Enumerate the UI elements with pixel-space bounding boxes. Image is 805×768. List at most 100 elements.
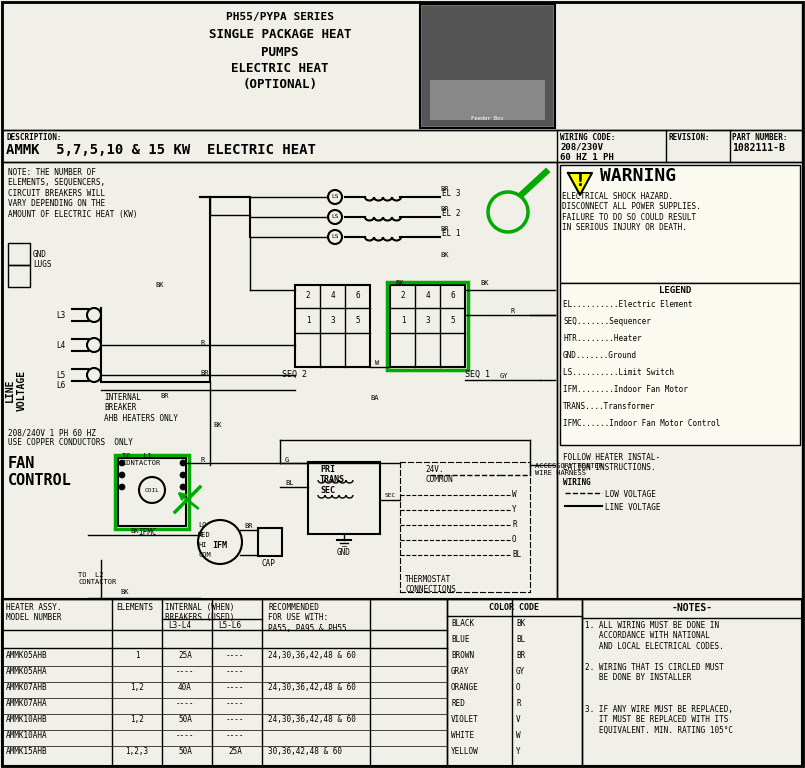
Text: 208/230V
60 HZ 1 PH: 208/230V 60 HZ 1 PH: [560, 143, 613, 162]
Text: 24V.
COMMON: 24V. COMMON: [425, 465, 452, 485]
Text: IFMC: IFMC: [138, 528, 156, 537]
Bar: [115, 455, 189, 529]
Text: 3: 3: [331, 316, 336, 325]
Text: 25A: 25A: [178, 651, 192, 660]
Text: 25A: 25A: [228, 747, 242, 756]
Text: BK: BK: [480, 280, 489, 286]
Bar: [2, 162, 557, 599]
Text: Y: Y: [512, 505, 517, 514]
Text: 1082111-B: 1082111-B: [732, 143, 785, 153]
Text: BK: BK: [130, 528, 138, 534]
Text: SEQ 1: SEQ 1: [465, 370, 490, 379]
Text: 24,30,36,42,48 & 60: 24,30,36,42,48 & 60: [268, 683, 356, 692]
Text: SINGLE PACKAGE HEAT: SINGLE PACKAGE HEAT: [208, 28, 351, 41]
Text: BK: BK: [516, 619, 525, 628]
Text: 6: 6: [451, 291, 456, 300]
Text: EL 3: EL 3: [442, 190, 460, 198]
Text: INTERNAL (WHEN)
BREAKERS (USED): INTERNAL (WHEN) BREAKERS (USED): [165, 603, 234, 622]
Text: PUMPS: PUMPS: [262, 46, 299, 59]
Text: LO: LO: [198, 522, 207, 528]
Text: BL: BL: [512, 550, 522, 559]
Text: RED: RED: [451, 699, 464, 708]
Bar: [582, 599, 802, 766]
Circle shape: [180, 460, 186, 466]
Text: W: W: [516, 731, 521, 740]
Circle shape: [180, 484, 186, 490]
Text: BL: BL: [285, 480, 294, 486]
Text: GRAY: GRAY: [451, 667, 469, 676]
Text: ----: ----: [225, 667, 244, 676]
Text: RECOMMENDED
FOR USE WITH:
PA55, PA95 & PH55: RECOMMENDED FOR USE WITH: PA55, PA95 & P…: [268, 603, 347, 633]
Bar: [422, 6, 553, 126]
Text: BLACK: BLACK: [451, 619, 474, 628]
Text: ORANGE: ORANGE: [451, 683, 479, 692]
Text: BR: BR: [160, 393, 168, 399]
Text: IFM........Indoor Fan Motor: IFM........Indoor Fan Motor: [563, 385, 688, 394]
Text: O: O: [512, 535, 517, 544]
Text: ELEMENTS: ELEMENTS: [116, 603, 153, 612]
Text: -NOTES-: -NOTES-: [671, 603, 712, 613]
Text: BR: BR: [441, 226, 449, 232]
Text: BR: BR: [441, 206, 449, 212]
Text: LS..........Limit Switch: LS..........Limit Switch: [563, 368, 674, 377]
Text: GY: GY: [500, 373, 509, 379]
Bar: [430, 80, 545, 120]
Text: GND: GND: [337, 548, 351, 557]
Text: SEQ.......Sequencer: SEQ.......Sequencer: [563, 317, 651, 326]
Bar: [390, 285, 465, 367]
Text: AMMK  5,7,5,10 & 15 KW  ELECTRIC HEAT: AMMK 5,7,5,10 & 15 KW ELECTRIC HEAT: [6, 143, 316, 157]
Text: ----: ----: [225, 715, 244, 724]
Text: VIOLET: VIOLET: [451, 715, 479, 724]
Text: HTR........Heater: HTR........Heater: [563, 334, 642, 343]
Text: Y: Y: [516, 747, 521, 756]
Text: IFMC......Indoor Fan Motor Control: IFMC......Indoor Fan Motor Control: [563, 419, 720, 428]
Text: R: R: [512, 520, 517, 529]
Bar: [560, 283, 800, 445]
Text: ----: ----: [175, 731, 194, 740]
Text: (OPTIONAL): (OPTIONAL): [242, 78, 317, 91]
Text: THERMOSTAT
CONNECTIONS: THERMOSTAT CONNECTIONS: [405, 575, 456, 594]
Bar: [560, 165, 800, 283]
Bar: [8, 243, 30, 265]
Bar: [420, 4, 555, 128]
Text: BL: BL: [516, 635, 525, 644]
Text: GND
LUGS: GND LUGS: [33, 250, 52, 270]
Text: GY: GY: [516, 667, 525, 676]
Text: AMMK15AHB: AMMK15AHB: [6, 747, 47, 756]
Text: INTERNAL
BREAKER
AHB HEATERS ONLY: INTERNAL BREAKER AHB HEATERS ONLY: [104, 393, 178, 423]
Text: GND.......Ground: GND.......Ground: [563, 351, 637, 360]
Text: R: R: [516, 699, 521, 708]
Text: ELECTRICAL SHOCK HAZARD.
DISCONNECT ALL POWER SUPPLIES.
FAILURE TO DO SO COULD R: ELECTRICAL SHOCK HAZARD. DISCONNECT ALL …: [562, 192, 700, 232]
Text: 1. ALL WIRING MUST BE DONE IN
   ACCORDANCE WITH NATIONAL
   AND LOCAL ELECTRICA: 1. ALL WIRING MUST BE DONE IN ACCORDANCE…: [585, 621, 724, 650]
Text: 1,2,3: 1,2,3: [126, 747, 149, 756]
Text: !: !: [576, 174, 584, 188]
Text: COM: COM: [198, 552, 211, 558]
Text: TRANS....Transformer: TRANS....Transformer: [563, 402, 655, 411]
Text: AMMK07AHB: AMMK07AHB: [6, 683, 47, 692]
Text: COLOR CODE: COLOR CODE: [489, 603, 539, 612]
Text: 4: 4: [426, 291, 431, 300]
Text: SEC: SEC: [385, 493, 396, 498]
Circle shape: [119, 460, 125, 466]
Text: BK: BK: [395, 280, 403, 286]
Text: ----: ----: [225, 683, 244, 692]
Text: FOLLOW HEATER INSTAL-
LATION INSTRUCTIONS.: FOLLOW HEATER INSTAL- LATION INSTRUCTION…: [563, 453, 660, 472]
Text: WARNING: WARNING: [600, 167, 676, 185]
Text: 50A: 50A: [178, 715, 192, 724]
Text: TO  L2
CONTACTOR: TO L2 CONTACTOR: [78, 572, 116, 585]
Text: 1: 1: [306, 316, 310, 325]
Text: IFM: IFM: [213, 541, 228, 549]
Text: EL 1: EL 1: [442, 230, 460, 239]
Text: 1,2: 1,2: [130, 683, 144, 692]
Text: WIRING: WIRING: [563, 478, 591, 487]
Bar: [308, 462, 380, 534]
Text: Feeder Box: Feeder Box: [471, 115, 503, 121]
Bar: [295, 285, 370, 367]
Text: 1: 1: [401, 316, 405, 325]
Text: L3: L3: [56, 311, 65, 320]
Text: 3. IF ANY WIRE MUST BE REPLACED,
   IT MUST BE REPLACED WITH ITS
   EQUIVALENT. : 3. IF ANY WIRE MUST BE REPLACED, IT MUST…: [585, 705, 733, 735]
Circle shape: [119, 472, 125, 478]
Text: O: O: [516, 683, 521, 692]
Text: 2: 2: [401, 291, 405, 300]
Text: R: R: [200, 340, 204, 346]
